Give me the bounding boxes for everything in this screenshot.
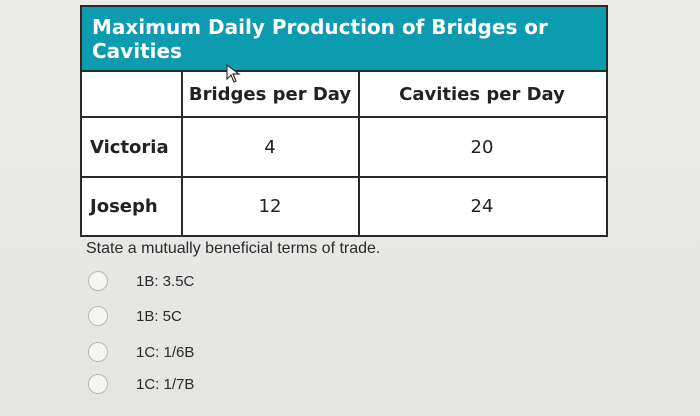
joseph-bridges: 12 xyxy=(258,195,282,217)
header-cavities: Cavities per Day xyxy=(399,83,565,105)
option-label: 1B: 5C xyxy=(136,307,182,325)
radio-button[interactable] xyxy=(88,374,108,394)
radio-button[interactable] xyxy=(88,306,108,326)
radio-button[interactable] xyxy=(88,271,108,291)
mouse-pointer-icon xyxy=(226,64,241,83)
production-table: Maximum Daily Production of Bridges or C… xyxy=(80,5,608,237)
victoria-bridges: 4 xyxy=(264,136,276,158)
table-title-row: Maximum Daily Production of Bridges or C… xyxy=(82,7,606,71)
option-1[interactable]: 1B: 3.5C xyxy=(88,270,194,292)
table-title: Maximum Daily Production of Bridges or C… xyxy=(92,15,548,63)
grid-line xyxy=(82,70,606,72)
grid-line xyxy=(181,71,183,235)
option-3[interactable]: 1C: 1/6B xyxy=(88,341,194,363)
joseph-cavities: 24 xyxy=(470,195,494,217)
option-label: 1C: 1/7B xyxy=(136,375,195,393)
victoria-cavities: 20 xyxy=(470,136,494,158)
option-2[interactable]: 1B: 5C xyxy=(88,305,182,327)
row-label-victoria: Victoria xyxy=(90,136,169,158)
radio-button[interactable] xyxy=(88,342,108,362)
row-label-joseph: Joseph xyxy=(90,195,158,217)
option-4[interactable]: 1C: 1/7B xyxy=(88,373,194,395)
header-bridges: Bridges per Day xyxy=(188,83,352,105)
option-label: 1C: 1/6B xyxy=(136,343,195,361)
grid-line xyxy=(358,71,360,235)
grid-line xyxy=(82,116,606,118)
question-prompt: State a mutually beneficial terms of tra… xyxy=(86,240,381,257)
option-label: 1B: 3.5C xyxy=(136,272,195,290)
header-blank xyxy=(82,71,182,117)
grid-line xyxy=(82,176,606,178)
